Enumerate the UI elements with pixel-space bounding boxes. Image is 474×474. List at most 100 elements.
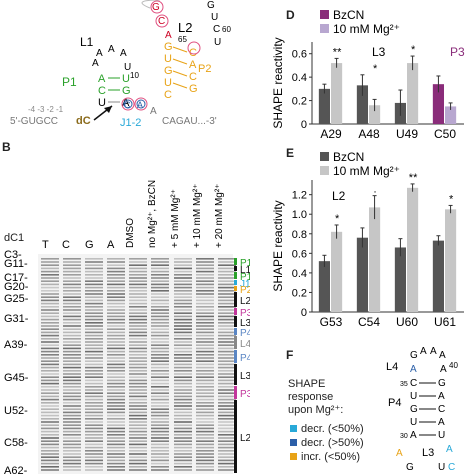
gel-band — [174, 453, 192, 455]
gel-band — [218, 392, 236, 394]
label-p2: P2 — [198, 63, 211, 75]
gel-band — [107, 386, 125, 388]
gel-band — [63, 411, 81, 414]
gel-band — [41, 363, 59, 366]
gel-band — [85, 424, 103, 426]
gel-band — [151, 331, 169, 334]
gel-band — [196, 456, 214, 458]
gel-band — [129, 331, 147, 334]
gel-band — [41, 395, 59, 398]
gel-band — [129, 363, 147, 366]
gel-band — [85, 309, 103, 311]
gel-band — [151, 261, 169, 263]
gel-band — [63, 462, 81, 465]
gel-band — [129, 277, 147, 279]
gel-band — [218, 341, 236, 343]
gel-band — [196, 258, 214, 260]
gel-band — [129, 318, 147, 321]
gel-band — [41, 274, 59, 276]
region-bar — [234, 286, 237, 291]
gel-band — [107, 306, 125, 308]
gel-band — [85, 376, 103, 378]
gel-band — [63, 382, 81, 385]
gel-band — [85, 459, 103, 462]
lane-label: DMSO — [125, 218, 136, 248]
gel-band — [218, 408, 236, 410]
gel-band — [174, 360, 192, 362]
gel-band — [218, 363, 236, 366]
gel-band — [85, 443, 103, 446]
region-bar — [234, 336, 237, 349]
gel-band — [63, 443, 81, 446]
gel-band — [129, 453, 147, 455]
gel-band — [218, 434, 236, 436]
gel-band — [174, 293, 192, 295]
gel-band — [129, 350, 147, 353]
gel-band — [107, 290, 125, 292]
svg-text:A: A — [420, 346, 427, 357]
dc-label: dC — [76, 115, 91, 127]
gel-band — [63, 350, 81, 353]
gel-band — [85, 386, 103, 388]
gel-band — [196, 427, 214, 430]
gel-band — [151, 293, 169, 295]
gel-band — [85, 334, 103, 337]
gel-band — [174, 402, 192, 404]
gel-band — [174, 344, 192, 346]
gel-band — [151, 258, 169, 260]
gel-band — [129, 283, 147, 286]
nt-l1a: A — [96, 48, 103, 59]
gel-band — [107, 363, 125, 366]
gel-band — [129, 440, 147, 442]
bar — [318, 88, 330, 124]
gel-band — [151, 299, 169, 302]
gel-band — [196, 341, 214, 343]
num-60: 60 — [222, 25, 231, 34]
gel-band — [218, 466, 236, 468]
gel-band — [41, 392, 59, 394]
y-tick-label: 0 — [301, 307, 307, 319]
marker-label: U52- — [4, 405, 28, 417]
gel-band — [174, 315, 192, 318]
region-bar — [234, 386, 237, 399]
gel-band — [41, 354, 59, 356]
significance-mark: * — [411, 44, 416, 56]
gel-band — [151, 363, 169, 366]
gel-band — [218, 411, 236, 414]
gel-band — [218, 443, 236, 446]
gel-band — [151, 386, 169, 388]
gel-band — [151, 334, 169, 337]
gel-band — [107, 274, 125, 276]
gel-band — [63, 440, 81, 442]
svg-text:A: A — [430, 346, 437, 357]
marker-label: G25- — [4, 293, 29, 305]
gel-band — [41, 414, 59, 417]
gel-band — [63, 357, 81, 359]
gel-band — [85, 440, 103, 442]
gel-band — [218, 395, 236, 398]
gel-band — [107, 405, 125, 407]
gel-band — [151, 325, 169, 327]
x-tick-label: A29 — [320, 127, 342, 140]
gel-band — [129, 296, 147, 298]
gel-band — [41, 286, 59, 289]
gel-band — [129, 459, 147, 462]
legend-label: BzCN — [333, 8, 364, 22]
gel-band — [107, 270, 125, 273]
marker-label: C17- — [4, 272, 28, 284]
gel-band — [63, 376, 81, 378]
y-tick-label: 0.8 — [292, 229, 307, 241]
gel-band — [107, 293, 125, 295]
gel-band — [41, 440, 59, 442]
gel-band — [218, 398, 236, 401]
gel-band — [129, 325, 147, 327]
y-tick-label: 0.2 — [292, 96, 307, 108]
svg-text:A: A — [189, 59, 197, 71]
gel-band — [218, 334, 236, 337]
gel-band — [174, 427, 192, 430]
gel-band — [218, 280, 236, 282]
gel-band — [41, 430, 59, 433]
panel-b-letter: B — [2, 140, 11, 154]
gel-band — [63, 453, 81, 455]
